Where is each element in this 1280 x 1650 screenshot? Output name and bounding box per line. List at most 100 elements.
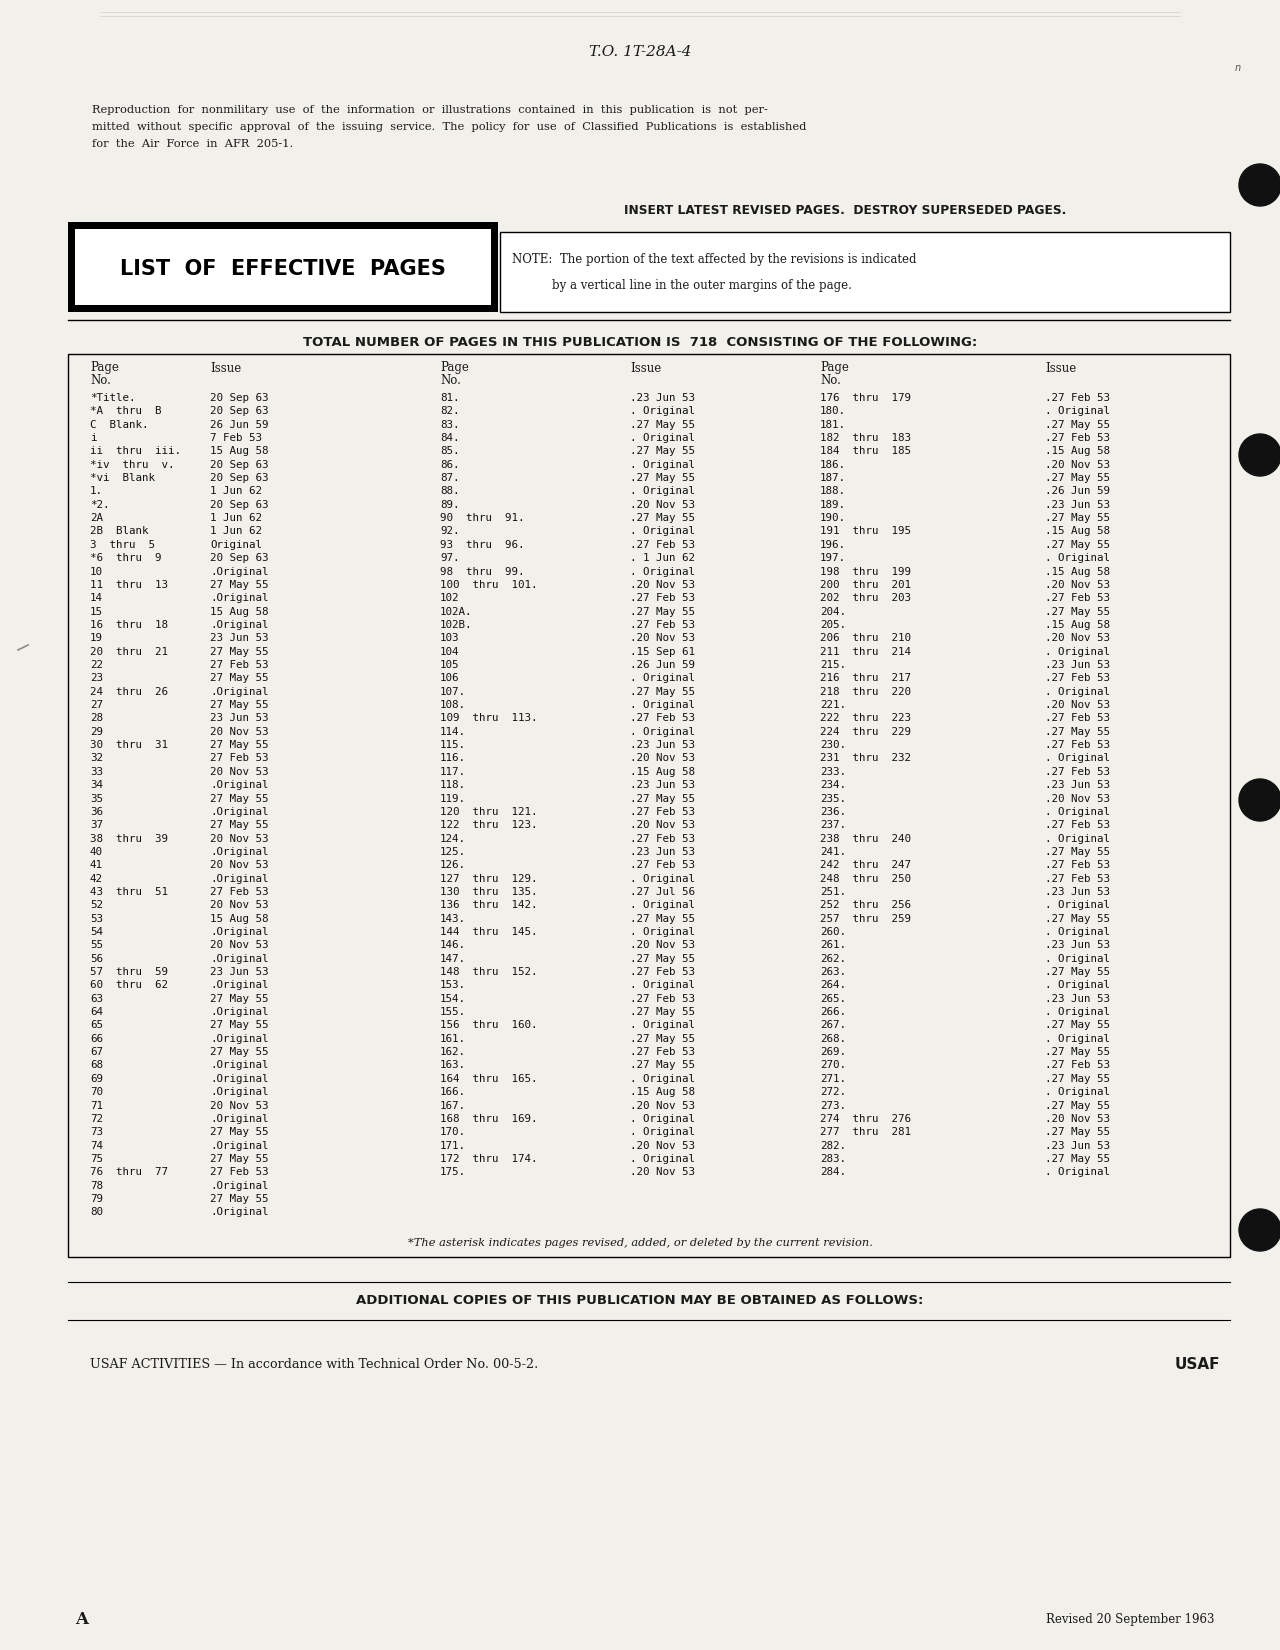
Text: .Original: .Original <box>210 1140 269 1150</box>
Text: 27 May 55: 27 May 55 <box>210 1048 269 1058</box>
Text: 205.: 205. <box>820 620 846 630</box>
Text: . Original: . Original <box>630 901 695 911</box>
Text: 87.: 87. <box>440 474 460 483</box>
Text: 70: 70 <box>90 1087 102 1097</box>
Text: 15 Aug 58: 15 Aug 58 <box>210 607 269 617</box>
Text: .20 Nov 53: .20 Nov 53 <box>1044 579 1110 591</box>
Text: .15 Aug 58: .15 Aug 58 <box>1044 526 1110 536</box>
Text: .27 May 55: .27 May 55 <box>1044 1153 1110 1163</box>
Text: . Original: . Original <box>1044 807 1110 817</box>
Text: 191  thru  195: 191 thru 195 <box>820 526 911 536</box>
Text: 127  thru  129.: 127 thru 129. <box>440 873 538 884</box>
Text: 98  thru  99.: 98 thru 99. <box>440 566 525 576</box>
Text: INSERT LATEST REVISED PAGES.  DESTROY SUPERSEDED PAGES.: INSERT LATEST REVISED PAGES. DESTROY SUP… <box>623 203 1066 216</box>
Text: 68: 68 <box>90 1061 102 1071</box>
Text: 235.: 235. <box>820 794 846 804</box>
Text: 283.: 283. <box>820 1153 846 1163</box>
Text: 89.: 89. <box>440 500 460 510</box>
Text: 100  thru  101.: 100 thru 101. <box>440 579 538 591</box>
Text: 27 Feb 53: 27 Feb 53 <box>210 660 269 670</box>
Circle shape <box>1239 163 1280 206</box>
Text: 32: 32 <box>90 754 102 764</box>
Text: . Original: . Original <box>1044 754 1110 764</box>
Text: 237.: 237. <box>820 820 846 830</box>
Text: mitted  without  specific  approval  of  the  issuing  service.  The  policy  fo: mitted without specific approval of the … <box>92 122 806 132</box>
Text: 76  thru  77: 76 thru 77 <box>90 1167 168 1178</box>
Text: 161.: 161. <box>440 1035 466 1044</box>
Text: 238  thru  240: 238 thru 240 <box>820 833 911 843</box>
Text: 97.: 97. <box>440 553 460 563</box>
Text: 38  thru  39: 38 thru 39 <box>90 833 168 843</box>
Text: 252  thru  256: 252 thru 256 <box>820 901 911 911</box>
Text: 27 May 55: 27 May 55 <box>210 579 269 591</box>
Text: .27 Jul 56: .27 Jul 56 <box>630 888 695 898</box>
Text: 230.: 230. <box>820 741 846 751</box>
Text: 10: 10 <box>90 566 102 576</box>
Text: 20 Nov 53: 20 Nov 53 <box>210 940 269 950</box>
Text: 78: 78 <box>90 1181 102 1191</box>
Text: 267.: 267. <box>820 1020 846 1031</box>
Text: Page: Page <box>440 361 468 375</box>
Text: 164  thru  165.: 164 thru 165. <box>440 1074 538 1084</box>
Text: . Original: . Original <box>1044 553 1110 563</box>
Text: 82.: 82. <box>440 406 460 416</box>
Text: 37: 37 <box>90 820 102 830</box>
Text: 175.: 175. <box>440 1167 466 1178</box>
Text: 206  thru  210: 206 thru 210 <box>820 634 911 644</box>
Text: 162.: 162. <box>440 1048 466 1058</box>
Text: 64: 64 <box>90 1006 102 1016</box>
Text: .27 Feb 53: .27 Feb 53 <box>1044 1061 1110 1071</box>
Text: 170.: 170. <box>440 1127 466 1137</box>
Text: by a vertical line in the outer margins of the page.: by a vertical line in the outer margins … <box>552 279 852 292</box>
Text: 40: 40 <box>90 846 102 856</box>
Text: 71: 71 <box>90 1101 102 1110</box>
Text: .27 May 55: .27 May 55 <box>630 1006 695 1016</box>
Text: 16  thru  18: 16 thru 18 <box>90 620 168 630</box>
Text: 85.: 85. <box>440 447 460 457</box>
Text: . Original: . Original <box>630 566 695 576</box>
Text: 27 Feb 53: 27 Feb 53 <box>210 1167 269 1178</box>
Text: 30  thru  31: 30 thru 31 <box>90 741 168 751</box>
Text: .27 Feb 53: .27 Feb 53 <box>630 860 695 870</box>
Text: .27 May 55: .27 May 55 <box>630 914 695 924</box>
Text: . Original: . Original <box>630 432 695 444</box>
Text: .20 Nov 53: .20 Nov 53 <box>630 940 695 950</box>
Text: 144  thru  145.: 144 thru 145. <box>440 927 538 937</box>
Text: 264.: 264. <box>820 980 846 990</box>
Text: .Original: .Original <box>210 1035 269 1044</box>
Text: for  the  Air  Force  in  AFR  205-1.: for the Air Force in AFR 205-1. <box>92 139 293 148</box>
Text: 23: 23 <box>90 673 102 683</box>
Text: .27 May 55: .27 May 55 <box>630 1035 695 1044</box>
Text: 143.: 143. <box>440 914 466 924</box>
Bar <box>76 229 492 305</box>
Text: No.: No. <box>440 375 461 388</box>
Text: 88.: 88. <box>440 487 460 497</box>
Text: . Original: . Original <box>630 1114 695 1124</box>
Text: . Original: . Original <box>630 487 695 497</box>
Text: .27 May 55: .27 May 55 <box>630 474 695 483</box>
Text: .Original: .Original <box>210 846 269 856</box>
Text: ii  thru  iii.: ii thru iii. <box>90 447 180 457</box>
Text: 74: 74 <box>90 1140 102 1150</box>
Text: .Original: .Original <box>210 1181 269 1191</box>
Text: 20 Nov 53: 20 Nov 53 <box>210 901 269 911</box>
Text: 187.: 187. <box>820 474 846 483</box>
Text: .27 May 55: .27 May 55 <box>1044 846 1110 856</box>
Text: USAF ACTIVITIES — In accordance with Technical Order No. 00-5-2.: USAF ACTIVITIES — In accordance with Tec… <box>90 1358 539 1371</box>
Text: ADDITIONAL COPIES OF THIS PUBLICATION MAY BE OBTAINED AS FOLLOWS:: ADDITIONAL COPIES OF THIS PUBLICATION MA… <box>356 1294 924 1307</box>
Text: 27 May 55: 27 May 55 <box>210 647 269 657</box>
Text: .20 Nov 53: .20 Nov 53 <box>1044 1114 1110 1124</box>
Text: 1 Jun 62: 1 Jun 62 <box>210 513 262 523</box>
Text: .Original: .Original <box>210 1074 269 1084</box>
Text: .23 Jun 53: .23 Jun 53 <box>630 780 695 790</box>
Text: 27 May 55: 27 May 55 <box>210 741 269 751</box>
Text: .23 Jun 53: .23 Jun 53 <box>1044 780 1110 790</box>
Text: 52: 52 <box>90 901 102 911</box>
Text: . Original: . Original <box>630 1074 695 1084</box>
Text: 55: 55 <box>90 940 102 950</box>
Text: 67: 67 <box>90 1048 102 1058</box>
Text: .27 May 55: .27 May 55 <box>1044 540 1110 549</box>
Text: 146.: 146. <box>440 940 466 950</box>
Text: 236.: 236. <box>820 807 846 817</box>
Text: 155.: 155. <box>440 1006 466 1016</box>
